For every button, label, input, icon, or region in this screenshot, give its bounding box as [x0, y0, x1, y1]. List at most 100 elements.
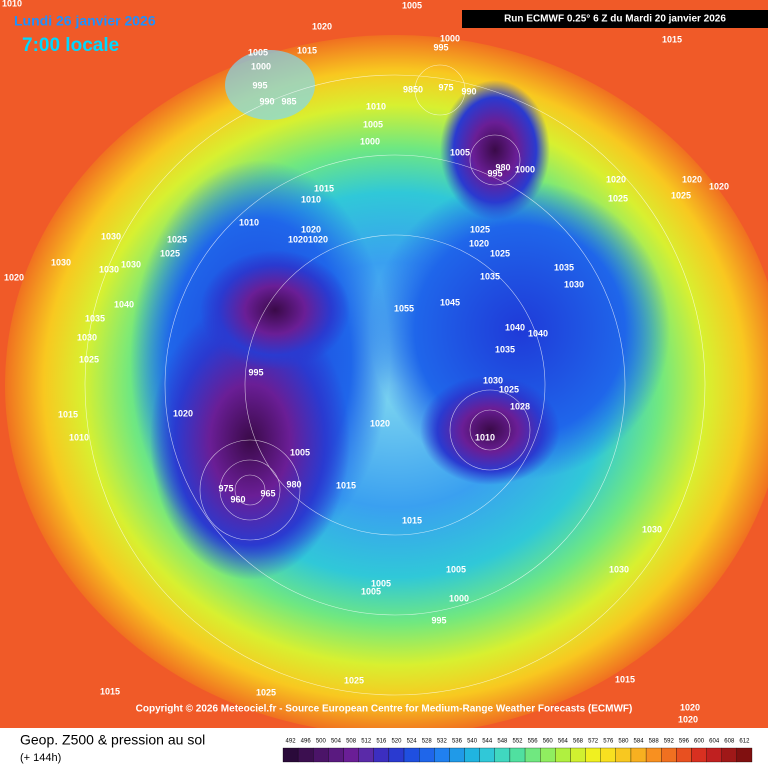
- isobar-label: 1025: [608, 193, 628, 203]
- isobar-label: 1005: [290, 447, 310, 457]
- time: 7:00 locale: [22, 35, 119, 56]
- copyright: Copyright © 2026 Meteociel.fr - Source E…: [136, 704, 633, 715]
- isobar-label: 1025: [167, 234, 187, 244]
- isobar-label: 1040: [505, 322, 525, 332]
- isobar-label: 1005: [450, 147, 470, 157]
- colorbar-label: 612: [739, 739, 750, 745]
- colorbar-swatch: [419, 747, 435, 763]
- isobar-label: 1020: [469, 238, 489, 248]
- isobar-label: 1025: [671, 190, 691, 200]
- colorbar-swatch: [615, 747, 632, 763]
- colorbar-label: 524: [407, 739, 418, 745]
- low: [440, 80, 550, 220]
- isobar-label: 1020: [678, 714, 698, 724]
- isobar-label: 1035: [554, 262, 574, 272]
- isobar-label: 1000: [440, 33, 460, 43]
- colorbar-swatch: [600, 747, 616, 763]
- colorbar-label: 496: [301, 739, 312, 745]
- isobar-label: 1028: [510, 401, 530, 411]
- colorbar-swatch: [630, 747, 647, 763]
- isobar-label: 1020: [370, 418, 390, 428]
- isobar-label: 1005: [248, 47, 268, 57]
- isobar-label: 1000: [449, 593, 469, 603]
- colorbar-label: 528: [422, 739, 433, 745]
- colorbar-swatch: [494, 747, 511, 763]
- colorbar-label: 592: [664, 739, 675, 745]
- colorbar-label: 504: [331, 739, 342, 745]
- isobar-label: 1030: [121, 259, 141, 269]
- isobar-label: 1040: [114, 299, 134, 309]
- colorbar-label: 544: [482, 739, 493, 745]
- isobar-label: 1030: [642, 524, 662, 534]
- isobar-label: 990: [461, 86, 476, 96]
- isobar-label: 1015: [100, 686, 120, 696]
- colorbar-label: 552: [512, 739, 523, 745]
- colorbar-label: 508: [346, 739, 357, 745]
- colorbar-swatch: [585, 747, 601, 763]
- isobar-label: 965: [260, 488, 275, 498]
- isobar-label: 975: [218, 483, 233, 493]
- colorbar-label: 580: [618, 739, 629, 745]
- isobar-label: 990: [259, 96, 274, 106]
- colorbar-label: 588: [649, 739, 660, 745]
- colorbar-swatch: [373, 747, 390, 763]
- isobar-label: 1015: [402, 515, 422, 525]
- isobar-label: 9850: [403, 84, 423, 94]
- colorbar-swatch: [464, 747, 480, 763]
- colorbar-label: 536: [452, 739, 463, 745]
- colorbar-label: 500: [316, 739, 327, 745]
- isobar-label: 1010: [239, 217, 259, 227]
- isobar-label: 1040: [528, 328, 548, 338]
- isobar-label: 1010: [2, 0, 22, 8]
- low: [420, 375, 560, 485]
- colorbar-swatch: [313, 747, 329, 763]
- isobar-label: 1025: [499, 384, 519, 394]
- isobar-label: 1030: [609, 564, 629, 574]
- date: Lundi 26 janvier 2026: [14, 13, 156, 29]
- isobar-label: 1010: [69, 432, 89, 442]
- colorbar-swatch: [540, 747, 556, 763]
- isobar-label: 1000: [360, 136, 380, 146]
- colorbar-label: 604: [709, 739, 720, 745]
- colorbar-swatch: [403, 747, 420, 763]
- colorbar-swatch: [524, 747, 541, 763]
- footer-title: Geop. Z500 & pression au sol: [20, 732, 205, 748]
- colorbar-swatch: [479, 747, 495, 763]
- colorbar-label: 556: [528, 739, 539, 745]
- isobar-label: 1015: [314, 183, 334, 193]
- isobar-label: 975: [438, 82, 453, 92]
- isobar-label: 1020: [288, 234, 308, 244]
- colorbar-label: 596: [679, 739, 690, 745]
- isobar-label: 1025: [490, 248, 510, 258]
- colorbar-label: 512: [361, 739, 372, 745]
- colorbar-swatch: [509, 747, 526, 763]
- isobar-label: 1020: [308, 234, 328, 244]
- isobar-label: 1025: [160, 248, 180, 258]
- colorbar-swatch: [358, 747, 374, 763]
- isobar-label: 1005: [361, 586, 381, 596]
- isobar-label: 1015: [58, 409, 78, 419]
- isobar-label: 1055: [394, 303, 414, 313]
- isobar-label: 1020: [606, 174, 626, 184]
- footer-lead: (+ 144h): [20, 752, 61, 764]
- low: [200, 250, 350, 370]
- isobar-label: 1020: [312, 21, 332, 31]
- isobar-label: 1030: [483, 375, 503, 385]
- isobar-label: 1015: [615, 674, 635, 684]
- colorbar-swatch: [297, 747, 314, 763]
- isobar-label: 1030: [564, 279, 584, 289]
- isobar-label: 1030: [51, 257, 71, 267]
- isobar-label: 980: [495, 162, 510, 172]
- colorbar-label: 564: [558, 739, 569, 745]
- colorbar-swatch: [555, 747, 571, 763]
- colorbar-label: 560: [543, 739, 554, 745]
- colorbar-swatch: [282, 747, 299, 763]
- isobar-label: 1030: [77, 332, 97, 342]
- colorbar-swatch: [434, 747, 450, 763]
- isobar-label: 985: [281, 96, 296, 106]
- colorbar-label: 548: [497, 739, 508, 745]
- isobar-label: 1015: [297, 45, 317, 55]
- isobar-label: 995: [248, 367, 263, 377]
- isobar-label: 1035: [85, 313, 105, 323]
